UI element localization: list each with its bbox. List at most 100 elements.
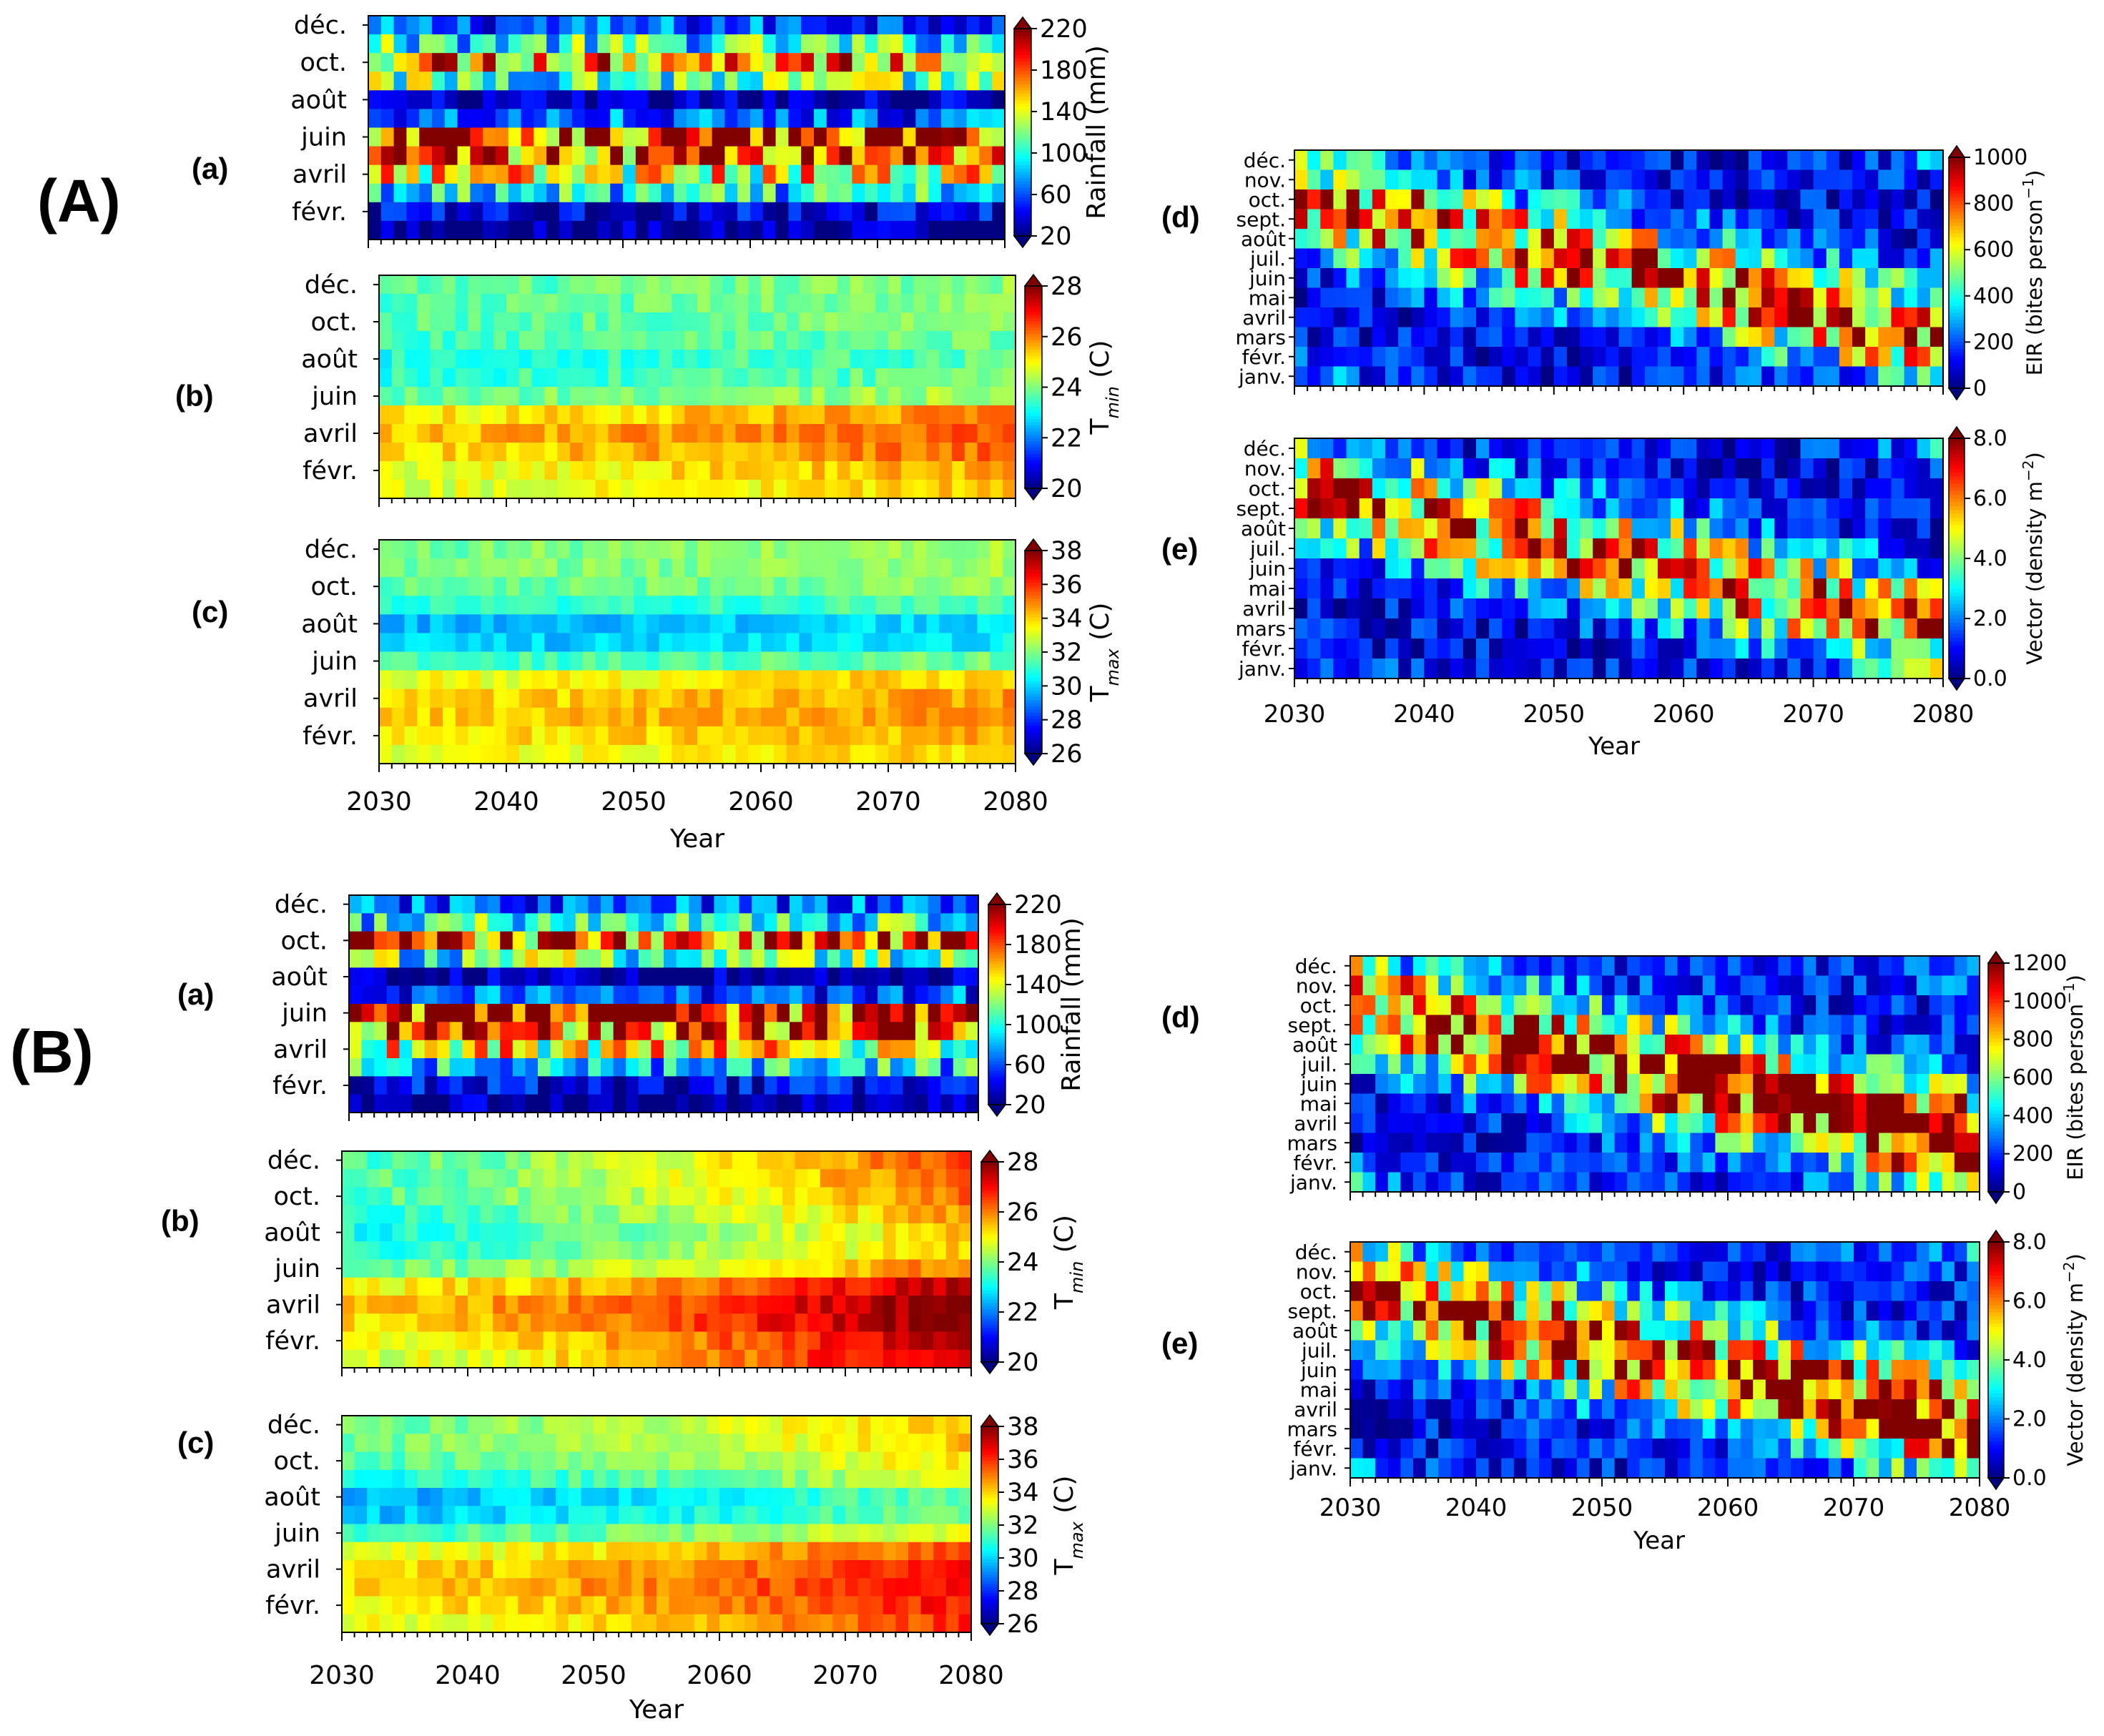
colorbar-step: [1025, 472, 1042, 476]
heatmap-cell: [1800, 638, 1814, 659]
heatmap-cell: [550, 985, 564, 1005]
heatmap-cell: [437, 1094, 451, 1113]
heatmap-cell: [557, 443, 571, 462]
heatmap-cell: [354, 1223, 368, 1242]
heatmap-cell: [1618, 438, 1633, 459]
heatmap-cell: [1748, 458, 1762, 479]
heatmap-cell: [908, 1241, 922, 1261]
heatmap-cell: [354, 1187, 368, 1206]
colorbar-step: [1949, 189, 1965, 194]
heatmap-cell: [801, 146, 815, 166]
colorbar-step: [1025, 686, 1042, 691]
heatmap-cell: [807, 1277, 821, 1296]
heatmap-cell: [487, 950, 501, 968]
heatmap-cell: [674, 71, 687, 91]
heatmap-cell: [699, 127, 713, 147]
heatmap-cell: [786, 707, 800, 727]
heatmap-cell: [487, 1004, 501, 1022]
heatmap-cell: [903, 183, 916, 203]
colorbar-step: [1949, 161, 1965, 165]
heatmap-cell: [1618, 518, 1633, 539]
heatmap-cell: [508, 90, 522, 110]
heatmap-cell: [391, 443, 405, 462]
heatmap-cell: [544, 558, 558, 578]
heatmap-cell: [790, 1094, 803, 1113]
heatmap-cell: [799, 689, 812, 709]
heatmap-cell: [773, 577, 787, 596]
heatmap-cell: [1631, 498, 1646, 519]
heatmap-cell: [606, 1187, 619, 1206]
heatmap-cell: [608, 670, 621, 690]
heatmap-cell: [1580, 366, 1593, 387]
heatmap-cell: [437, 1004, 451, 1022]
heatmap-cell: [727, 1094, 740, 1113]
heatmap-cell: [386, 967, 400, 987]
heatmap-cell: [752, 1058, 765, 1077]
heatmap-cell: [1515, 307, 1529, 328]
heatmap-cell: [1722, 229, 1736, 250]
heatmap-cell: [659, 707, 672, 727]
colorbar-step: [1025, 576, 1042, 580]
heatmap-cell: [556, 1169, 569, 1188]
heatmap-cell: [799, 726, 812, 746]
heatmap-cell: [443, 558, 456, 578]
heatmap-cell: [1398, 438, 1412, 459]
heatmap-cell: [697, 405, 711, 425]
heatmap-cell: [651, 1058, 664, 1077]
heatmap-cell: [1852, 287, 1866, 308]
heatmap-cell: [626, 985, 639, 1005]
colorbar-step: [1949, 513, 1965, 518]
colorbar-step: [1025, 425, 1042, 429]
heatmap-cell: [1475, 598, 1490, 619]
heatmap-cell: [417, 387, 431, 406]
heatmap-cell: [676, 931, 689, 950]
colorbar-tick-label: 26: [1051, 740, 1083, 769]
heatmap-cell: [939, 424, 953, 443]
heatmap-cell: [1683, 268, 1697, 289]
heatmap-cell: [1346, 638, 1360, 659]
heatmap-cell: [1398, 558, 1412, 579]
heatmap-cell: [1891, 618, 1905, 639]
heatmap-cell: [571, 71, 586, 91]
heatmap-cell: [399, 1040, 413, 1059]
heatmap-cell: [531, 1187, 544, 1206]
heatmap-cell: [379, 480, 393, 499]
heatmap-cell: [584, 16, 598, 35]
heatmap-cell: [674, 53, 687, 72]
heatmap-cell: [634, 368, 647, 388]
heatmap-cell: [732, 1277, 745, 1296]
heatmap-cell: [1722, 347, 1736, 368]
heatmap-cell: [557, 633, 571, 653]
colorbar-step: [1025, 450, 1042, 454]
heatmap-cell: [827, 1022, 840, 1041]
heatmap-cell: [684, 633, 698, 653]
colorbar-step: [1025, 456, 1042, 460]
heatmap-cell: [1748, 659, 1762, 679]
heatmap-cell: [595, 540, 609, 559]
heatmap-cell: [1671, 229, 1684, 250]
heatmap-cell: [1553, 538, 1568, 559]
heatmap-cell: [404, 461, 418, 480]
heatmap-cell: [1839, 189, 1853, 210]
heatmap-cell: [837, 405, 851, 425]
heatmap-cell: [1865, 598, 1879, 619]
heatmap-cell: [559, 127, 573, 147]
heatmap-cell: [1593, 150, 1606, 171]
heatmap-cell: [761, 387, 775, 406]
heatmap-cell: [493, 461, 507, 480]
heatmap-cell: [544, 596, 558, 615]
heatmap-cell: [493, 577, 507, 596]
colorbar-step: [1025, 601, 1042, 606]
colorbar-step: [988, 1020, 1006, 1024]
heatmap-cell: [840, 967, 853, 987]
heatmap-cell: [417, 1277, 431, 1296]
heatmap-cell: [455, 558, 469, 578]
heatmap-cell: [546, 53, 560, 72]
colorbar-step: [1014, 109, 1031, 114]
heatmap-cell: [1852, 366, 1866, 387]
heatmap-cell: [1748, 366, 1762, 387]
colorbar-step: [1949, 460, 1965, 465]
heatmap-cell: [850, 424, 863, 443]
heatmap-cell: [1671, 169, 1684, 190]
heatmap-cell: [1489, 347, 1503, 368]
